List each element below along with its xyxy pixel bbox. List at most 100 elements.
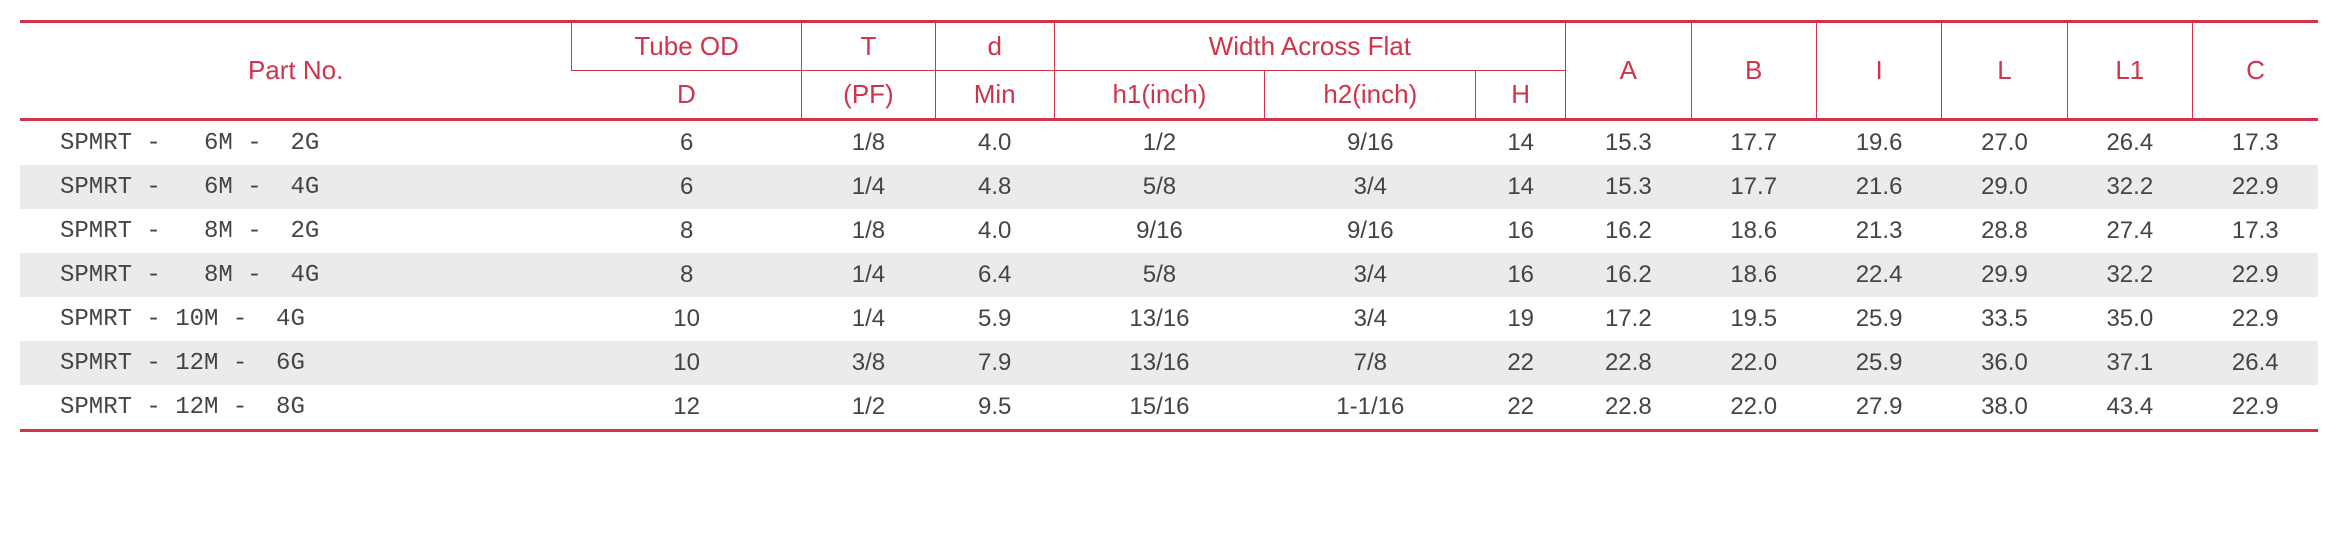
table-cell-D: 8	[572, 209, 802, 253]
table-cell-H: 16	[1476, 209, 1566, 253]
table-cell-partno: SPMRT - 12M - 8G	[20, 385, 572, 431]
table-cell-L: 28.8	[1942, 209, 2067, 253]
table-cell-h2: 9/16	[1265, 120, 1476, 166]
table-cell-D: 6	[572, 165, 802, 209]
col-i: I	[1816, 22, 1941, 120]
table-cell-partno: SPMRT - 6M - 2G	[20, 120, 572, 166]
col-h: H	[1476, 71, 1566, 120]
table-cell-L: 29.9	[1942, 253, 2067, 297]
table-cell-B: 17.7	[1691, 165, 1816, 209]
table-cell-H: 14	[1476, 165, 1566, 209]
table-cell-A: 22.8	[1566, 341, 1691, 385]
table-cell-C: 17.3	[2193, 120, 2319, 166]
table-cell-partno: SPMRT - 12M - 6G	[20, 341, 572, 385]
table-cell-T: 3/8	[801, 341, 935, 385]
table-cell-C: 17.3	[2193, 209, 2319, 253]
table-body: SPMRT - 6M - 2G61/84.01/29/161415.317.71…	[20, 120, 2318, 431]
table-cell-H: 22	[1476, 341, 1566, 385]
col-d-bottom: Min	[935, 71, 1054, 120]
table-cell-T: 1/8	[801, 120, 935, 166]
table-cell-C: 22.9	[2193, 385, 2319, 431]
table-cell-L1: 27.4	[2067, 209, 2192, 253]
spec-table: Part No. Tube OD T d Width Across Flat A…	[20, 20, 2318, 432]
table-cell-h2: 3/4	[1265, 297, 1476, 341]
table-cell-partno: SPMRT - 8M - 4G	[20, 253, 572, 297]
table-cell-h1: 9/16	[1054, 209, 1265, 253]
col-h1: h1(inch)	[1054, 71, 1265, 120]
table-cell-I: 25.9	[1816, 341, 1941, 385]
col-l1: L1	[2067, 22, 2192, 120]
table-cell-d: 4.0	[935, 209, 1054, 253]
table-cell-A: 16.2	[1566, 253, 1691, 297]
table-cell-L: 29.0	[1942, 165, 2067, 209]
table-cell-I: 22.4	[1816, 253, 1941, 297]
table-row: SPMRT - 12M - 6G103/87.913/167/82222.822…	[20, 341, 2318, 385]
table-cell-L: 33.5	[1942, 297, 2067, 341]
table-cell-H: 19	[1476, 297, 1566, 341]
table-cell-d: 7.9	[935, 341, 1054, 385]
table-cell-C: 26.4	[2193, 341, 2319, 385]
col-b: B	[1691, 22, 1816, 120]
table-cell-h1: 15/16	[1054, 385, 1265, 431]
table-cell-T: 1/4	[801, 253, 935, 297]
table-cell-A: 15.3	[1566, 120, 1691, 166]
table-cell-A: 16.2	[1566, 209, 1691, 253]
table-cell-partno: SPMRT - 8M - 2G	[20, 209, 572, 253]
table-row: SPMRT - 8M - 2G81/84.09/169/161616.218.6…	[20, 209, 2318, 253]
table-cell-D: 6	[572, 120, 802, 166]
table-cell-h1: 5/8	[1054, 253, 1265, 297]
table-cell-D: 8	[572, 253, 802, 297]
col-partno: Part No.	[20, 22, 572, 120]
table-cell-d: 9.5	[935, 385, 1054, 431]
table-cell-d: 4.8	[935, 165, 1054, 209]
col-width-across-flat: Width Across Flat	[1054, 22, 1566, 71]
table-cell-d: 4.0	[935, 120, 1054, 166]
table-cell-D: 10	[572, 341, 802, 385]
table-cell-B: 17.7	[1691, 120, 1816, 166]
table-cell-I: 21.6	[1816, 165, 1941, 209]
col-t-bottom: (PF)	[801, 71, 935, 120]
table-row: SPMRT - 8M - 4G81/46.45/83/41616.218.622…	[20, 253, 2318, 297]
table-cell-h1: 13/16	[1054, 341, 1265, 385]
table-cell-H: 16	[1476, 253, 1566, 297]
table-cell-T: 1/8	[801, 209, 935, 253]
table-cell-h1: 13/16	[1054, 297, 1265, 341]
table-cell-h2: 9/16	[1265, 209, 1476, 253]
col-l: L	[1942, 22, 2067, 120]
col-h2: h2(inch)	[1265, 71, 1476, 120]
col-a: A	[1566, 22, 1691, 120]
table-row: SPMRT - 6M - 2G61/84.01/29/161415.317.71…	[20, 120, 2318, 166]
table-cell-L1: 32.2	[2067, 253, 2192, 297]
table-header: Part No. Tube OD T d Width Across Flat A…	[20, 22, 2318, 120]
table-cell-partno: SPMRT - 10M - 4G	[20, 297, 572, 341]
table-cell-B: 22.0	[1691, 385, 1816, 431]
table-row: SPMRT - 10M - 4G101/45.913/163/41917.219…	[20, 297, 2318, 341]
table-cell-h1: 1/2	[1054, 120, 1265, 166]
table-cell-h2: 7/8	[1265, 341, 1476, 385]
table-cell-A: 15.3	[1566, 165, 1691, 209]
col-t-top: T	[801, 22, 935, 71]
table-cell-I: 27.9	[1816, 385, 1941, 431]
table-row: SPMRT - 6M - 4G61/44.85/83/41415.317.721…	[20, 165, 2318, 209]
table-cell-d: 6.4	[935, 253, 1054, 297]
table-cell-B: 19.5	[1691, 297, 1816, 341]
table-cell-h2: 3/4	[1265, 165, 1476, 209]
table-cell-D: 12	[572, 385, 802, 431]
table-cell-C: 22.9	[2193, 165, 2319, 209]
table-cell-L1: 37.1	[2067, 341, 2192, 385]
col-tubeod-bottom: D	[572, 71, 802, 120]
table-cell-T: 1/2	[801, 385, 935, 431]
table-cell-H: 14	[1476, 120, 1566, 166]
table-cell-L: 27.0	[1942, 120, 2067, 166]
col-c: C	[2193, 22, 2319, 120]
table-cell-h1: 5/8	[1054, 165, 1265, 209]
table-cell-B: 22.0	[1691, 341, 1816, 385]
table-cell-B: 18.6	[1691, 209, 1816, 253]
table-cell-L1: 43.4	[2067, 385, 2192, 431]
table-cell-partno: SPMRT - 6M - 4G	[20, 165, 572, 209]
table-cell-H: 22	[1476, 385, 1566, 431]
table-cell-I: 19.6	[1816, 120, 1941, 166]
col-d-top: d	[935, 22, 1054, 71]
table-cell-L1: 26.4	[2067, 120, 2192, 166]
table-cell-T: 1/4	[801, 297, 935, 341]
